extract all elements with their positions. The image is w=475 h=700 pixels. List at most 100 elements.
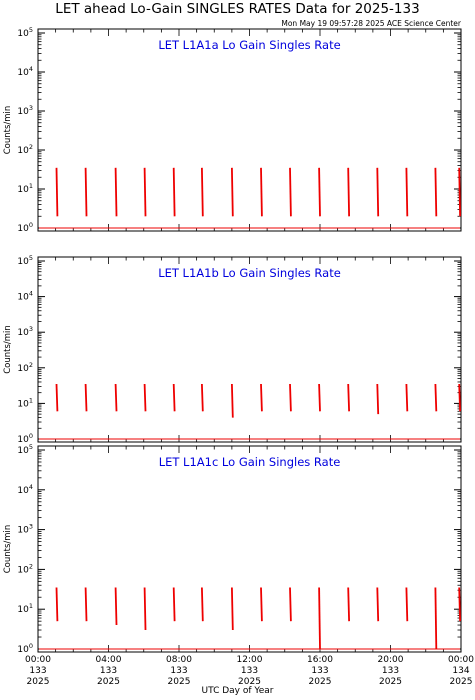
y-tick-exponent: 3 — [29, 104, 33, 112]
data-burst — [231, 383, 234, 418]
y-tick-label: 100 — [17, 642, 33, 655]
y-tick-exponent: 0 — [29, 221, 33, 229]
y-tick-label: 101 — [17, 602, 33, 615]
data-burst — [376, 383, 380, 415]
data-burst — [376, 167, 380, 217]
data-burst — [231, 167, 234, 217]
y-tick-exponent: 4 — [29, 65, 33, 73]
data-burst — [458, 167, 461, 217]
x-tick-label: 04:00 — [96, 655, 122, 665]
data-burst — [318, 167, 321, 217]
y-tick-label: 104 — [17, 290, 33, 303]
x-tick-label: 2025 — [97, 677, 120, 687]
data-burst — [434, 587, 438, 650]
data-burst — [318, 383, 321, 412]
data-burst — [55, 167, 59, 217]
data-burst — [347, 587, 350, 622]
data-burst — [289, 167, 292, 217]
xaxis-label: UTC Day of Year — [201, 686, 274, 696]
y-tick-exponent: 1 — [29, 602, 33, 610]
data-burst — [260, 167, 263, 217]
data-burst — [201, 383, 204, 412]
data-burst — [434, 383, 438, 412]
y-tick-exponent: 5 — [29, 26, 33, 34]
y-tick-label: 103 — [17, 325, 33, 338]
y-tick-exponent: 1 — [29, 396, 33, 404]
data-burst — [114, 167, 118, 217]
y-tick-exponent: 3 — [29, 325, 33, 333]
data-burst — [172, 167, 176, 217]
y-axis-label: Counts/min — [3, 325, 13, 374]
data-burst — [201, 587, 204, 622]
data-burst — [114, 587, 118, 626]
data-burst — [260, 383, 263, 412]
main-title: LET ahead Lo-Gain SINGLES RATES Data for… — [55, 1, 420, 17]
y-tick-label: 105 — [17, 254, 33, 267]
y-tick-exponent: 2 — [29, 143, 33, 151]
y-tick-label: 101 — [17, 396, 33, 409]
panel-3: 100 101 102 103 104 1 0 5 Counts/min LET L1A1c Lo… — [3, 443, 474, 687]
y-tick-label: 102 — [17, 361, 33, 374]
data-burst — [55, 587, 59, 622]
x-tick-label: 134 — [452, 666, 469, 676]
y-tick-label: 102 — [17, 562, 33, 575]
x-tick-label: 133 — [29, 666, 46, 676]
x-tick-label: 2025 — [27, 677, 50, 687]
y-tick-label: 102 — [17, 143, 33, 156]
y-tick-label: 103 — [17, 104, 33, 117]
x-tick-label: 2025 — [309, 677, 332, 687]
x-tick-label: 133 — [311, 666, 328, 676]
data-burst — [376, 587, 380, 622]
panel-title: LET L1A1c Lo Gain Singles Rate — [159, 455, 341, 469]
data-burst — [84, 167, 88, 217]
data-burst — [114, 383, 118, 412]
y-tick-label: 104 — [17, 483, 33, 496]
y-tick-exponent: 4 — [29, 483, 33, 491]
data-burst — [84, 587, 88, 622]
data-burst — [231, 587, 234, 631]
data-burst — [289, 587, 292, 622]
plot-frame — [37, 28, 462, 232]
data-burst — [405, 383, 409, 412]
data-burst — [143, 383, 147, 412]
data-burst — [172, 587, 176, 622]
panel-title: LET L1A1b Lo Gain Singles Rate — [158, 266, 341, 280]
data-burst — [201, 167, 204, 217]
timestamp: Mon May 19 09:57:28 2025 ACE Science Cen… — [281, 19, 461, 28]
data-burst — [84, 383, 88, 412]
y-axis-label: Counts/min — [3, 106, 13, 155]
y-tick-exponent: 3 — [29, 523, 33, 531]
y-tick-exponent: 0 — [29, 642, 33, 650]
y-tick-exponent: 2 — [29, 361, 33, 369]
x-tick-label: 08:00 — [166, 655, 192, 665]
y-tick-exponent: 0 — [29, 432, 33, 440]
data-burst — [289, 383, 292, 412]
x-tick-label: 2025 — [450, 677, 473, 687]
y-tick-label: 101 — [17, 182, 33, 195]
plot-frame — [37, 256, 462, 443]
data-burst — [347, 383, 350, 412]
data-burst — [143, 167, 147, 217]
x-tick-label: 2025 — [168, 677, 191, 687]
x-tick-label: 00:00 — [448, 655, 474, 665]
y-tick-label: 103 — [17, 523, 33, 536]
y-tick-exponent: 5 — [29, 254, 33, 262]
y-tick-exponent: 2 — [29, 562, 33, 570]
x-tick-label: 2025 — [238, 677, 261, 687]
data-burst — [405, 167, 409, 217]
x-tick-label: 133 — [382, 666, 399, 676]
data-burst — [318, 587, 321, 650]
data-burst — [458, 587, 461, 622]
data-burst — [458, 383, 461, 412]
x-tick-label: 00:00 — [25, 655, 51, 665]
panel-title: LET L1A1a Lo Gain Singles Rate — [158, 38, 340, 52]
y-tick-label: 100 — [17, 221, 33, 234]
x-tick-label: 16:00 — [307, 655, 333, 665]
data-burst — [143, 587, 147, 631]
data-burst — [347, 167, 350, 217]
data-burst — [55, 383, 59, 412]
x-tick-label: 2025 — [379, 677, 402, 687]
